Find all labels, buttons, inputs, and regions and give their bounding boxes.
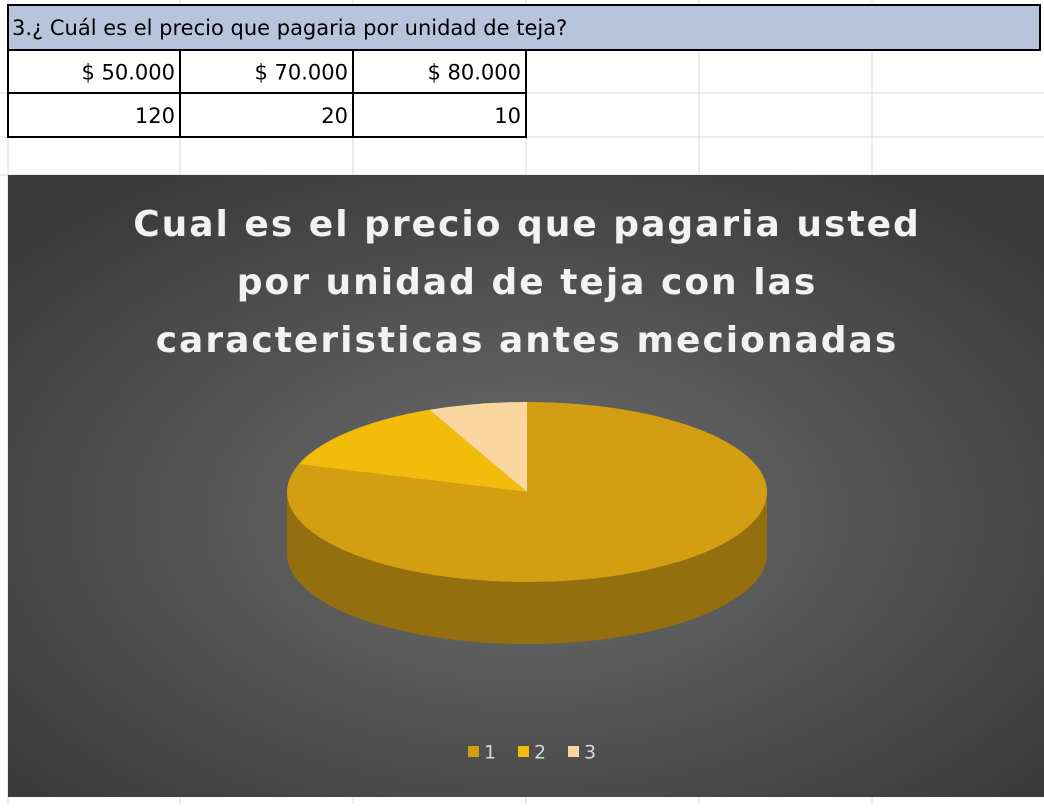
chart-title: Cual es el precio que pagaria usted	[133, 204, 921, 245]
table-cell	[179, 92, 354, 138]
pie-slice	[298, 409, 527, 492]
cell-text: 20	[321, 104, 348, 128]
slice-side	[287, 492, 767, 644]
cell-text: $ 70.000	[254, 61, 348, 85]
cell-text: 120	[135, 104, 175, 128]
slice-top	[298, 409, 527, 492]
legend-label: 1	[484, 742, 496, 764]
header-text: 3.¿ Cuál es el precio que pagaria por un…	[12, 16, 567, 40]
chart-title: caracteristicas antes mecionadas	[156, 320, 899, 361]
legend-swatch	[518, 746, 529, 757]
cell-text: 10	[494, 104, 521, 128]
slice-top	[429, 402, 527, 492]
legend-swatch	[468, 746, 479, 757]
cell-text: $ 80.000	[427, 61, 521, 85]
legend-swatch	[568, 746, 579, 757]
chart-title: por unidad de teja con las	[237, 262, 818, 303]
legend-label: 2	[534, 742, 546, 764]
header-cell	[7, 4, 1041, 51]
cell-text: $ 50.000	[81, 61, 175, 85]
table: $ 50.000 $ 70.000 $ 80.000 120 20 10	[7, 49, 527, 138]
legend-label: 3	[584, 742, 596, 764]
table-cell	[7, 92, 181, 138]
table-cell	[352, 92, 527, 138]
pie-slice	[429, 402, 527, 492]
chart: Cual es el precio que pagaria usted por u…	[133, 204, 921, 764]
